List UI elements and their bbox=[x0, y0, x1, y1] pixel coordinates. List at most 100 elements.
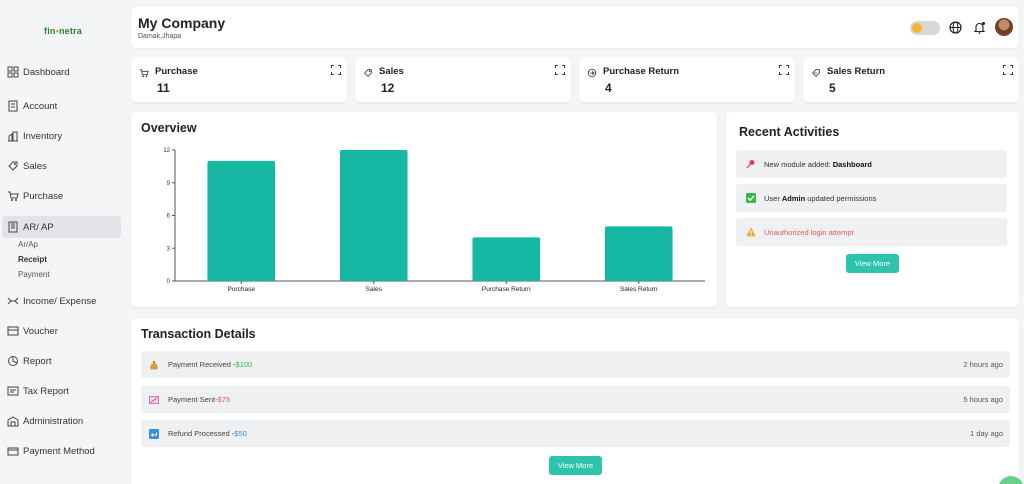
transactions-title: Transaction Details bbox=[141, 327, 256, 341]
sidebar-item-sales[interactable]: Sales bbox=[2, 155, 121, 177]
x-tick-label: Purchase bbox=[228, 286, 256, 293]
sidebar-item-label: Purchase bbox=[23, 190, 64, 202]
x-tick-label: Sales Return bbox=[620, 286, 658, 293]
activity-text: User bbox=[764, 193, 780, 203]
sidebar-item-inventory[interactable]: Inventory bbox=[2, 125, 121, 147]
activity-item: New module added: Dashboard bbox=[736, 150, 1007, 178]
stat-card-sales-return[interactable]: Sales Return 5 bbox=[803, 57, 1019, 102]
y-tick-label: 12 bbox=[163, 148, 170, 154]
activities-title: Recent Activities bbox=[739, 125, 840, 139]
payment-method-icon bbox=[7, 445, 19, 457]
transaction-label: Payment Received - bbox=[168, 360, 236, 369]
stat-card-sales[interactable]: Sales 12 bbox=[355, 57, 571, 102]
sidebar-item-report[interactable]: Report bbox=[2, 350, 121, 372]
activity-text: Unauthorized login attempt bbox=[764, 227, 854, 237]
voucher-icon bbox=[7, 325, 19, 337]
y-tick-label: 0 bbox=[167, 279, 171, 285]
sidebar-item-label: Income/ Expense bbox=[23, 295, 97, 307]
ledger-icon bbox=[7, 221, 19, 233]
recent-activities-panel: Recent Activities New module added: Dash… bbox=[726, 112, 1019, 307]
y-tick-label: 6 bbox=[167, 214, 171, 220]
sidebar-item-label: Inventory bbox=[23, 130, 63, 142]
stat-label: Sales bbox=[379, 66, 404, 77]
chat-launcher-button[interactable] bbox=[998, 476, 1024, 484]
transaction-amount: $100 bbox=[235, 360, 253, 369]
transaction-time: 5 hours ago bbox=[963, 395, 1003, 404]
overview-title: Overview bbox=[141, 121, 197, 135]
inventory-icon bbox=[7, 130, 19, 142]
y-tick-label: 3 bbox=[167, 246, 171, 252]
sidebar: fin•netra Dashboard Account Inventory Sa… bbox=[0, 0, 126, 484]
bar bbox=[604, 226, 673, 281]
stat-card-purchase[interactable]: Purchase 11 bbox=[131, 57, 347, 102]
overview-chart: 0 3 6 9 12 Purchase Sales Purchase Return Sales … bbox=[163, 148, 705, 293]
y-tick-label: 9 bbox=[167, 181, 171, 187]
avatar[interactable] bbox=[995, 18, 1013, 36]
x-tick-label: Sales bbox=[366, 286, 383, 293]
sidebar-item-dashboard[interactable]: Dashboard bbox=[2, 61, 121, 83]
transaction-label: Payment Sent- bbox=[168, 395, 218, 404]
sidebar-subitem-receipt[interactable]: Receipt bbox=[18, 255, 47, 264]
stat-value: 11 bbox=[157, 81, 170, 95]
x-tick-label: Purchase Return bbox=[482, 286, 531, 293]
sidebar-item-label: Payment Method bbox=[23, 445, 95, 457]
sidebar-item-label: Tax Report bbox=[23, 385, 69, 397]
activity-highlight: Dashboard bbox=[832, 159, 872, 169]
bell-icon[interactable] bbox=[972, 20, 986, 34]
activities-view-more-button[interactable]: View More bbox=[846, 254, 899, 273]
expand-icon[interactable] bbox=[1002, 62, 1014, 76]
transaction-row: Payment Received - $100 2 hours ago bbox=[141, 351, 1010, 378]
sidebar-subitem-payment[interactable]: Payment bbox=[18, 270, 50, 279]
transaction-label: Refund Processed - bbox=[168, 429, 235, 438]
stat-label: Purchase Return bbox=[603, 66, 680, 77]
sidebar-item-administration[interactable]: Administration bbox=[2, 410, 121, 432]
expand-icon[interactable] bbox=[554, 62, 566, 76]
sidebar-item-payment-method[interactable]: Payment Method bbox=[2, 440, 121, 462]
sidebar-subitem-ar-ap[interactable]: Ar/Ap bbox=[18, 240, 39, 249]
stat-label: Purchase bbox=[155, 66, 198, 77]
income-expense-icon bbox=[7, 295, 19, 307]
company-name: My Company bbox=[138, 15, 226, 31]
stat-value: 4 bbox=[605, 81, 612, 95]
transactions-view-more-button[interactable]: View More bbox=[549, 456, 602, 475]
sidebar-item-label: Voucher bbox=[23, 325, 58, 337]
purchase-return-icon bbox=[587, 65, 597, 78]
expand-icon[interactable] bbox=[778, 62, 790, 76]
activity-highlight: Admin bbox=[781, 193, 806, 203]
sales-return-icon bbox=[811, 65, 821, 77]
transaction-details-panel: Transaction Details Payment Received - $… bbox=[131, 318, 1019, 484]
theme-toggle[interactable] bbox=[910, 21, 940, 35]
expand-icon[interactable] bbox=[330, 62, 342, 76]
money-sent-icon bbox=[149, 395, 159, 405]
cart-icon bbox=[139, 65, 149, 78]
activity-item-warning: Unauthorized login attempt bbox=[736, 218, 1007, 246]
sidebar-item-account[interactable]: Account bbox=[2, 95, 121, 117]
stat-value: 5 bbox=[829, 81, 836, 95]
activity-text: updated permissions bbox=[807, 193, 877, 203]
sidebar-item-purchase[interactable]: Purchase bbox=[2, 185, 121, 207]
stat-label: Sales Return bbox=[827, 66, 886, 77]
sidebar-item-ar-ap[interactable]: AR/ AP bbox=[2, 216, 121, 238]
bar bbox=[207, 160, 276, 281]
company-location: Damak,Jhapa bbox=[138, 33, 182, 40]
stat-card-purchase-return[interactable]: Purchase Return 4 bbox=[579, 57, 795, 102]
transaction-amount: $75 bbox=[217, 395, 231, 404]
theme-toggle-icon bbox=[912, 23, 922, 33]
activity-text: New module added: bbox=[764, 159, 831, 169]
sidebar-item-voucher[interactable]: Voucher bbox=[2, 320, 121, 342]
stat-value: 12 bbox=[381, 81, 395, 95]
sales-icon bbox=[7, 160, 19, 172]
sidebar-item-label: Sales bbox=[23, 160, 47, 172]
sidebar-item-tax-report[interactable]: Tax Report bbox=[2, 380, 121, 402]
globe-icon[interactable] bbox=[948, 20, 962, 34]
sidebar-item-label: Dashboard bbox=[23, 66, 70, 78]
overview-panel: Overview 0 3 6 9 12 Purchase Sales Purchase Ret… bbox=[131, 112, 717, 307]
transaction-row: Refund Processed - $50 1 day ago bbox=[141, 420, 1010, 447]
brand-logo[interactable]: fin•netra bbox=[44, 26, 82, 36]
cart-icon bbox=[7, 190, 19, 202]
sidebar-item-income-expense[interactable]: Income/ Expense bbox=[2, 290, 121, 312]
report-icon bbox=[7, 355, 19, 367]
sales-icon bbox=[363, 65, 373, 77]
bar bbox=[339, 150, 408, 281]
pin-icon bbox=[746, 159, 756, 169]
